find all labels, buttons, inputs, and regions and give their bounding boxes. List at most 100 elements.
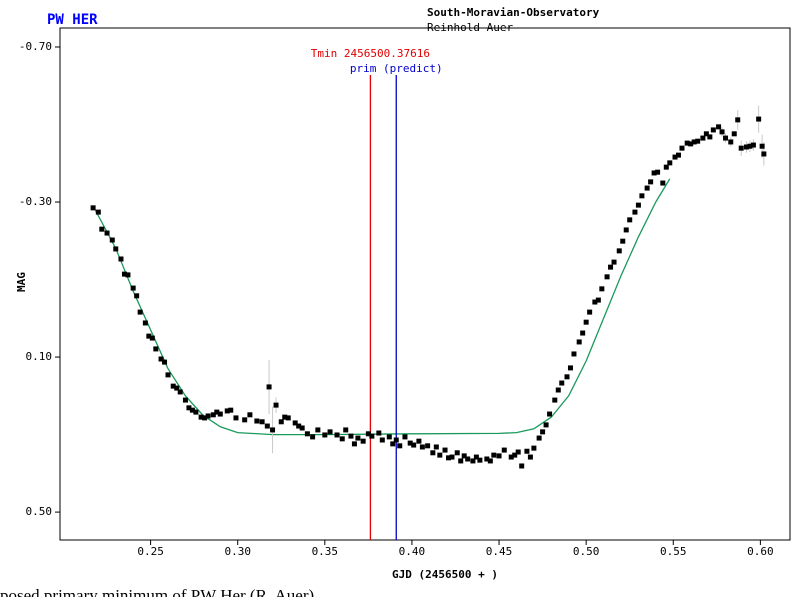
- data-point: [393, 437, 399, 443]
- data-point: [224, 408, 230, 414]
- data-point: [411, 442, 417, 448]
- data-point: [695, 138, 701, 144]
- data-point: [182, 397, 188, 403]
- data-point: [627, 217, 633, 223]
- data-point: [540, 429, 546, 435]
- data-point: [703, 131, 709, 137]
- data-point: [379, 437, 385, 443]
- data-point: [376, 430, 382, 436]
- data-point: [735, 117, 741, 123]
- data-point: [170, 383, 176, 389]
- data-point: [397, 443, 403, 449]
- data-point: [587, 309, 593, 315]
- data-point: [580, 330, 586, 336]
- data-point: [365, 431, 371, 437]
- data-point: [390, 441, 396, 447]
- data-point: [273, 402, 279, 408]
- data-point: [158, 356, 164, 362]
- data-point: [134, 293, 140, 299]
- y-tick-label: -0.30: [19, 195, 52, 208]
- data-point: [461, 453, 467, 459]
- data-point: [407, 440, 413, 446]
- data-point: [315, 427, 321, 433]
- data-point: [487, 458, 493, 464]
- data-point: [611, 259, 617, 265]
- x-tick-label: 0.25: [137, 545, 164, 558]
- data-point: [186, 405, 192, 411]
- data-point: [278, 419, 284, 425]
- data-point: [254, 418, 260, 424]
- data-point: [731, 131, 737, 137]
- data-point: [425, 443, 431, 449]
- x-tick-label: 0.35: [312, 545, 339, 558]
- data-point: [639, 193, 645, 199]
- data-point: [104, 230, 110, 236]
- data-point: [473, 454, 479, 460]
- data-point: [419, 444, 425, 450]
- data-point: [266, 384, 272, 390]
- data-point: [635, 202, 641, 208]
- data-point: [564, 374, 570, 380]
- data-point: [672, 154, 678, 160]
- data-point: [524, 448, 530, 454]
- data-point: [616, 248, 622, 254]
- data-point: [707, 134, 713, 140]
- data-point: [667, 160, 673, 166]
- data-point: [583, 319, 589, 325]
- data-point: [304, 431, 310, 437]
- data-point: [310, 434, 316, 440]
- data-point: [454, 450, 460, 456]
- data-point: [465, 456, 471, 462]
- data-point: [189, 407, 195, 413]
- data-point: [559, 380, 565, 386]
- data-point: [334, 432, 340, 438]
- data-point: [193, 409, 199, 415]
- data-point: [142, 320, 148, 326]
- data-point: [437, 452, 443, 458]
- data-point: [198, 414, 204, 420]
- marker-label: Tmin 2456500.37616: [311, 47, 430, 60]
- data-point: [165, 372, 171, 378]
- data-point: [470, 458, 476, 464]
- data-point: [247, 412, 253, 418]
- data-point: [99, 226, 105, 232]
- data-point: [543, 422, 549, 428]
- data-point: [242, 417, 248, 423]
- data-point: [121, 271, 127, 277]
- data-point: [162, 359, 168, 365]
- data-point: [446, 455, 452, 461]
- data-point: [360, 438, 366, 444]
- data-point: [153, 346, 159, 352]
- plot-frame: [59, 27, 791, 541]
- y-axis-label: MAG: [15, 272, 28, 292]
- data-point: [604, 274, 610, 280]
- data-point: [491, 452, 497, 458]
- data-point: [608, 264, 614, 270]
- data-point: [501, 447, 507, 453]
- data-point: [217, 411, 223, 417]
- data-point: [442, 447, 448, 453]
- data-point: [214, 409, 220, 415]
- data-point: [508, 454, 514, 460]
- data-point: [285, 415, 291, 421]
- data-point: [95, 209, 101, 215]
- data-point: [174, 385, 180, 391]
- data-point: [402, 434, 408, 440]
- data-point: [519, 463, 525, 469]
- x-tick-label: 0.60: [747, 545, 774, 558]
- data-point: [477, 457, 483, 463]
- chart-title: PW HER: [47, 12, 98, 28]
- data-point: [515, 449, 521, 455]
- data-point: [655, 169, 661, 175]
- observatory: South-Moravian-Observatory: [427, 6, 600, 19]
- data-point: [130, 285, 136, 291]
- fit-curve: [92, 178, 671, 436]
- x-axis-label: GJD (2456500 + ): [392, 568, 498, 581]
- data-point: [747, 143, 753, 149]
- data-point: [632, 209, 638, 215]
- data-point: [536, 435, 542, 441]
- data-point: [496, 453, 502, 459]
- data-point: [137, 309, 143, 315]
- data-point: [592, 299, 598, 305]
- data-point: [759, 143, 765, 149]
